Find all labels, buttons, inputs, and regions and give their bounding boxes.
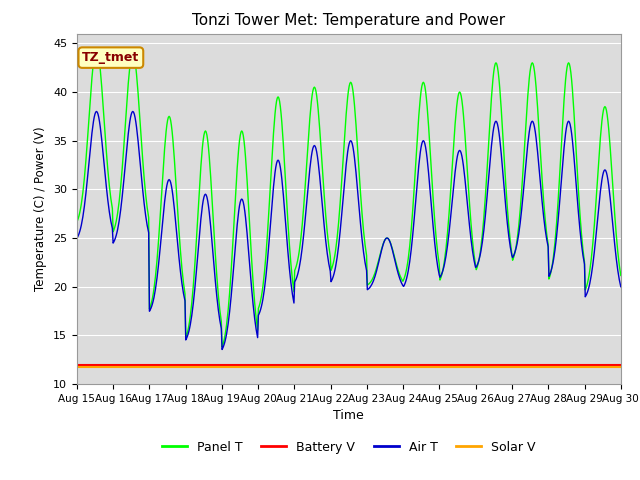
X-axis label: Time: Time — [333, 409, 364, 422]
Panel T — [73, 219, 81, 225]
Air T — [83, 183, 90, 189]
Battery V — [139, 361, 147, 367]
Solar V — [223, 365, 230, 371]
Solar V — [139, 365, 147, 371]
Solar V — [83, 365, 90, 371]
Solar V — [617, 365, 625, 371]
Panel T — [218, 344, 226, 350]
Air T — [195, 241, 202, 247]
Text: TZ_tmet: TZ_tmet — [82, 51, 140, 64]
Battery V — [617, 361, 625, 367]
Battery V — [223, 361, 230, 367]
Solar V — [194, 365, 202, 371]
Air T — [224, 321, 232, 327]
Panel T — [617, 273, 625, 278]
Solar V — [415, 365, 422, 371]
Y-axis label: Temperature (C) / Power (V): Temperature (C) / Power (V) — [35, 127, 47, 291]
Battery V — [83, 361, 90, 367]
Air T — [93, 108, 100, 114]
Panel T — [140, 166, 147, 171]
Legend: Panel T, Battery V, Air T, Solar V: Panel T, Battery V, Air T, Solar V — [157, 436, 541, 459]
Panel T — [224, 308, 232, 313]
Solar V — [73, 365, 81, 371]
Solar V — [431, 365, 438, 371]
Line: Panel T: Panel T — [77, 48, 621, 347]
Panel T — [83, 148, 90, 154]
Panel T — [433, 236, 440, 241]
Battery V — [194, 361, 202, 367]
Air T — [417, 149, 424, 155]
Battery V — [73, 361, 81, 367]
Panel T — [93, 45, 100, 51]
Air T — [218, 347, 226, 352]
Air T — [73, 236, 81, 241]
Panel T — [417, 95, 424, 101]
Battery V — [431, 361, 438, 367]
Battery V — [415, 361, 422, 367]
Line: Air T: Air T — [77, 111, 621, 349]
Panel T — [195, 199, 202, 205]
Title: Tonzi Tower Met: Temperature and Power: Tonzi Tower Met: Temperature and Power — [192, 13, 506, 28]
Air T — [433, 253, 440, 259]
Air T — [617, 284, 625, 289]
Air T — [140, 194, 147, 200]
